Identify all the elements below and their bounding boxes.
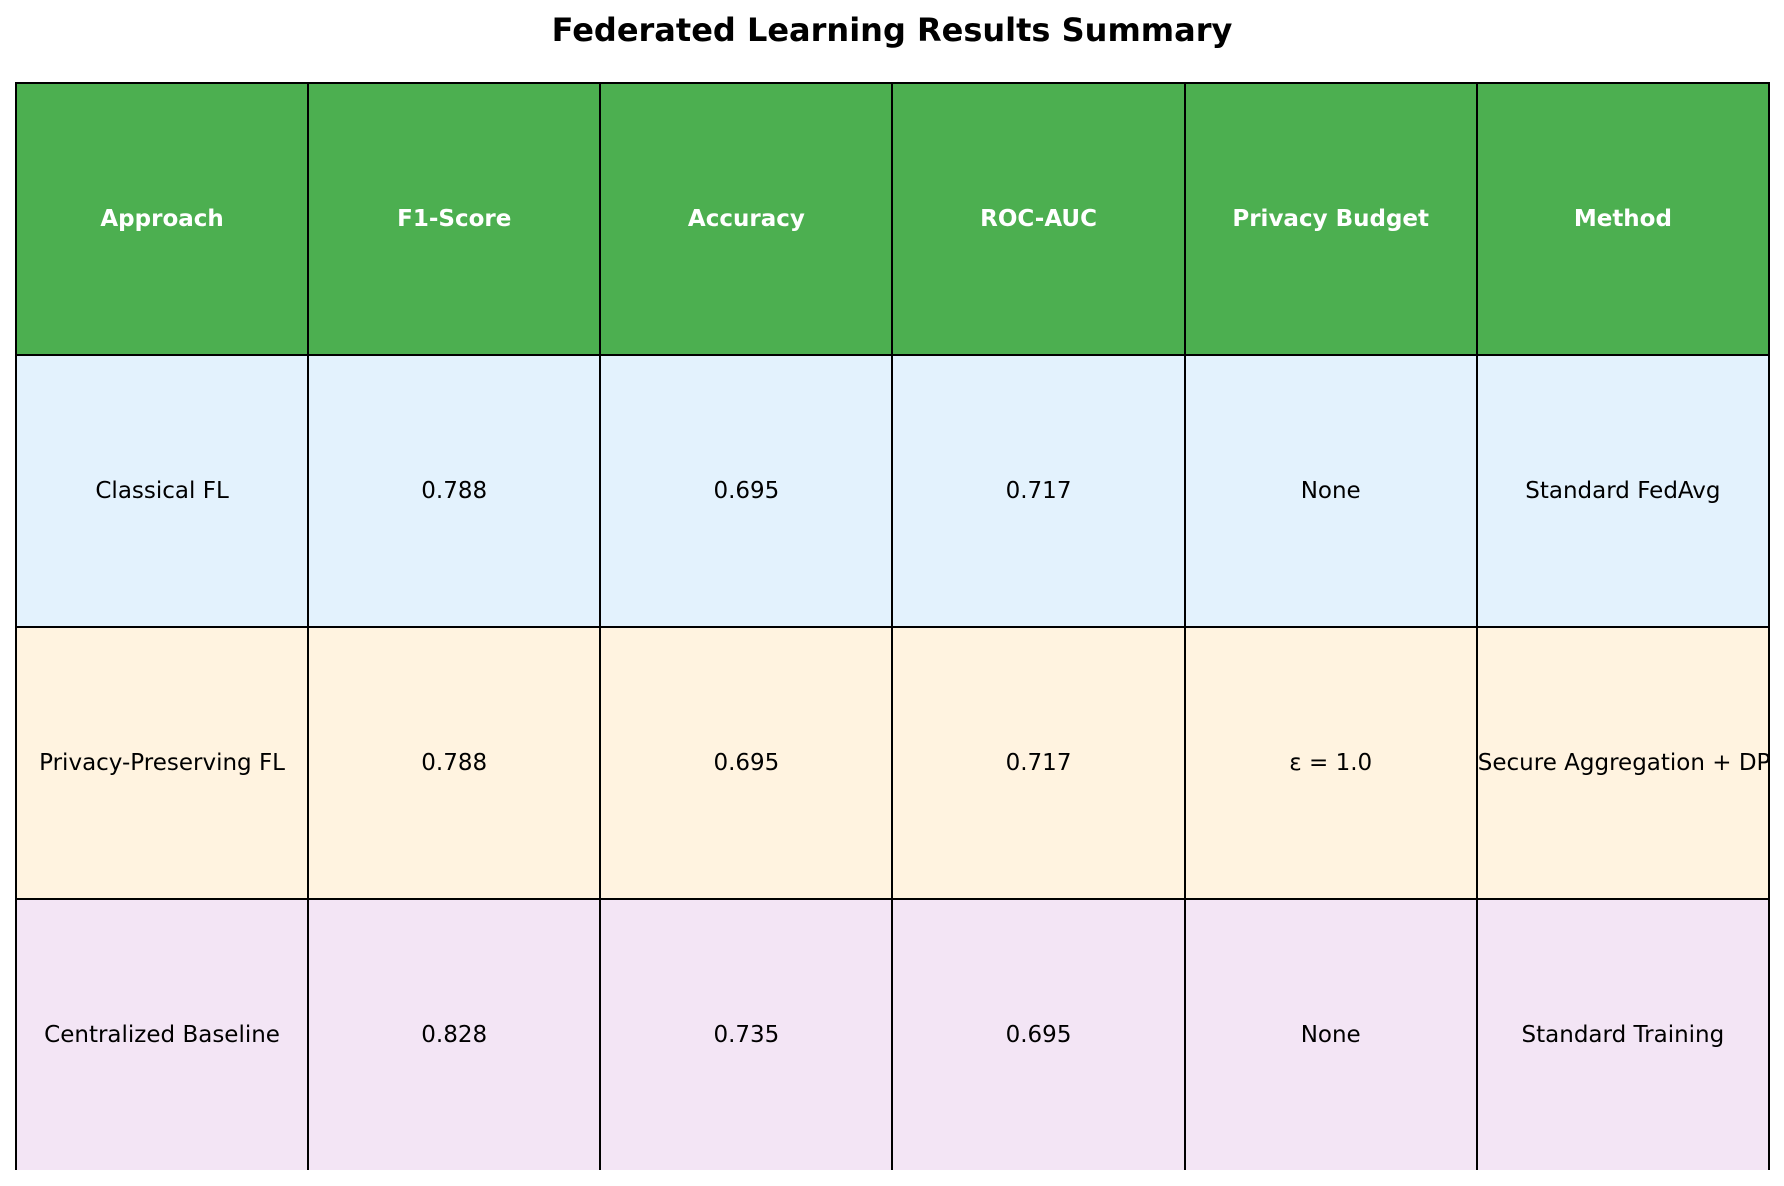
table-cell-privacy-budget: None bbox=[1183, 354, 1478, 628]
table-cell-accuracy: 0.695 bbox=[599, 626, 894, 900]
table-cell-accuracy: 0.695 bbox=[599, 354, 894, 628]
column-header-f1-score: F1-Score bbox=[307, 82, 602, 356]
table-cell-privacy-budget: None bbox=[1183, 898, 1478, 1170]
table-cell-f1-score: 0.788 bbox=[307, 354, 602, 628]
table-cell-privacy-budget: ε = 1.0 bbox=[1183, 626, 1478, 900]
results-table-container: Approach F1-Score Accuracy ROC-AUC Priva… bbox=[15, 82, 1770, 1170]
table-cell-roc-auc: 0.695 bbox=[891, 898, 1186, 1170]
table-cell-approach: Privacy-Preserving FL bbox=[15, 626, 310, 900]
chart-title: Federated Learning Results Summary bbox=[551, 11, 1233, 49]
table-cell-accuracy: 0.735 bbox=[599, 898, 894, 1170]
table-header-row: Approach F1-Score Accuracy ROC-AUC Priva… bbox=[15, 82, 1770, 356]
table-row: Privacy-Preserving FL 0.788 0.695 0.717 … bbox=[15, 626, 1770, 900]
column-header-accuracy: Accuracy bbox=[599, 82, 894, 356]
table-cell-method: Standard Training bbox=[1475, 898, 1770, 1170]
table-cell-roc-auc: 0.717 bbox=[891, 626, 1186, 900]
column-header-roc-auc: ROC-AUC bbox=[891, 82, 1186, 356]
results-table: Approach F1-Score Accuracy ROC-AUC Priva… bbox=[15, 82, 1770, 1170]
table-cell-approach: Classical FL bbox=[15, 354, 310, 628]
table-cell-method: Secure Aggregation + DP bbox=[1475, 626, 1770, 900]
table-row: Classical FL 0.788 0.695 0.717 None Stan… bbox=[15, 354, 1770, 628]
table-row: Centralized Baseline 0.828 0.735 0.695 N… bbox=[15, 898, 1770, 1170]
column-header-approach: Approach bbox=[15, 82, 310, 356]
table-cell-f1-score: 0.788 bbox=[307, 626, 602, 900]
column-header-privacy-budget: Privacy Budget bbox=[1183, 82, 1478, 356]
column-header-method: Method bbox=[1475, 82, 1770, 356]
table-cell-roc-auc: 0.717 bbox=[891, 354, 1186, 628]
table-cell-approach: Centralized Baseline bbox=[15, 898, 310, 1170]
table-cell-f1-score: 0.828 bbox=[307, 898, 602, 1170]
table-cell-method: Standard FedAvg bbox=[1475, 354, 1770, 628]
